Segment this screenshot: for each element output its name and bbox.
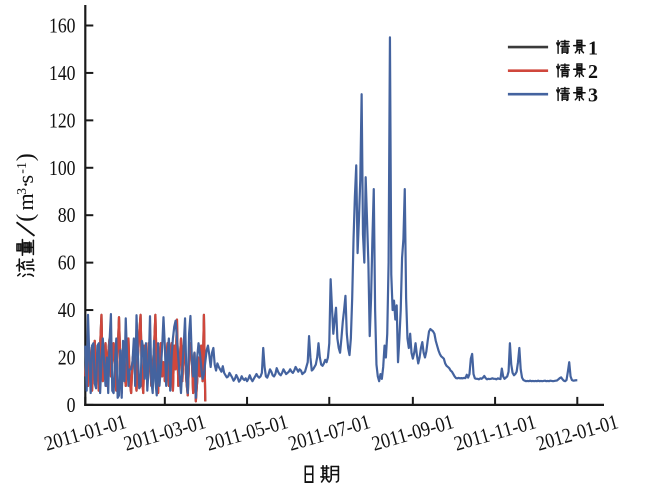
svg-text:3: 3 xyxy=(14,188,29,195)
svg-text:160: 160 xyxy=(49,14,76,38)
svg-text:100: 100 xyxy=(49,156,76,180)
svg-text:s: s xyxy=(13,175,38,184)
svg-text:m: m xyxy=(13,193,38,210)
svg-text:140: 140 xyxy=(49,61,76,85)
svg-text:1: 1 xyxy=(588,37,598,59)
svg-text:80: 80 xyxy=(58,203,76,227)
svg-text:(: ( xyxy=(13,214,39,222)
svg-text:3: 3 xyxy=(588,84,598,106)
svg-text:120: 120 xyxy=(49,108,76,132)
svg-text:0: 0 xyxy=(67,393,76,417)
svg-text:40: 40 xyxy=(58,298,76,322)
svg-text:·: · xyxy=(13,181,38,188)
svg-text:-1: -1 xyxy=(15,162,30,174)
svg-text:60: 60 xyxy=(58,251,76,275)
svg-text:): ) xyxy=(13,153,39,161)
svg-text:2: 2 xyxy=(588,61,598,83)
svg-text:20: 20 xyxy=(58,345,76,369)
